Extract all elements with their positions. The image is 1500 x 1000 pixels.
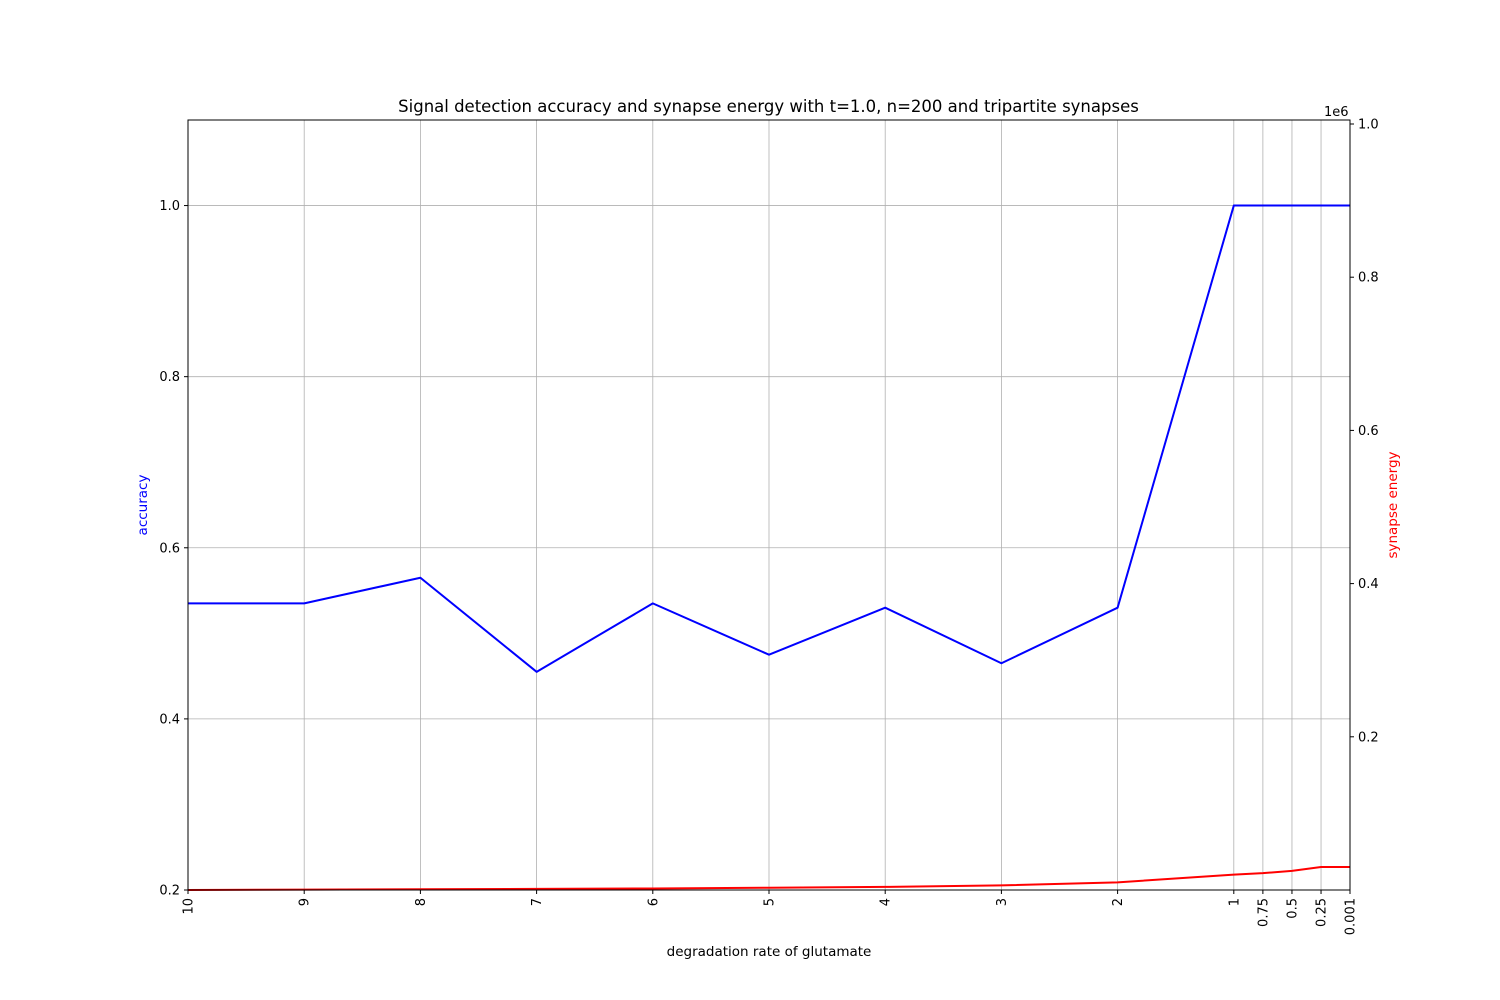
y-left-tick-label: 1.0	[159, 199, 180, 214]
x-axis: 10 9 8 7 6 5 4 3 2 1 0.75 0.5 0.25 0.001	[182, 890, 1359, 935]
y-right-tick-label: 0.2	[1358, 730, 1379, 745]
y-axis-left-label: accuracy	[135, 475, 151, 536]
x-tick-label: 1	[1227, 898, 1242, 906]
x-axis-label: degradation rate of glutamate	[667, 944, 872, 960]
x-tick-label: 0.75	[1256, 898, 1271, 927]
y-left-tick-label: 0.2	[159, 884, 180, 899]
y-axis-left: 0.2 0.4 0.6 0.8 1.0	[159, 199, 188, 899]
y-right-offset-label: 1e6	[1324, 105, 1349, 120]
x-tick-label: 3	[995, 898, 1010, 906]
x-tick-label: 10	[182, 898, 197, 915]
x-tick-label: 8	[414, 898, 429, 906]
y-left-tick-label: 0.8	[159, 370, 180, 385]
series-line-accuracy	[188, 204, 1350, 673]
x-tick-label: 7	[530, 898, 545, 906]
y-axis-right-label: synapse energy	[1385, 451, 1401, 558]
y-axis-right: 0.2 0.4 0.6 0.8 1.0	[1350, 118, 1379, 745]
y-right-tick-label: 1.0	[1358, 118, 1379, 133]
x-tick-label: 0.001	[1344, 898, 1359, 935]
y-left-tick-label: 0.6	[159, 541, 180, 556]
y-right-tick-label: 0.6	[1358, 424, 1379, 439]
x-tick-label: 0.5	[1285, 898, 1300, 919]
y-right-tick-label: 0.4	[1358, 577, 1379, 592]
x-tick-label: 9	[298, 898, 313, 906]
series-line-synapse-energy	[187, 866, 1350, 891]
x-tick-label: 6	[646, 898, 661, 906]
chart-title: Signal detection accuracy and synapse en…	[398, 97, 1139, 116]
x-tick-label: 0.25	[1315, 898, 1330, 927]
x-tick-label: 2	[1111, 898, 1126, 906]
y-right-tick-label: 0.8	[1358, 271, 1379, 286]
x-tick-label: 5	[763, 898, 778, 906]
y-left-tick-label: 0.4	[159, 712, 180, 727]
x-tick-label: 4	[879, 898, 894, 906]
series-layer	[187, 204, 1350, 891]
